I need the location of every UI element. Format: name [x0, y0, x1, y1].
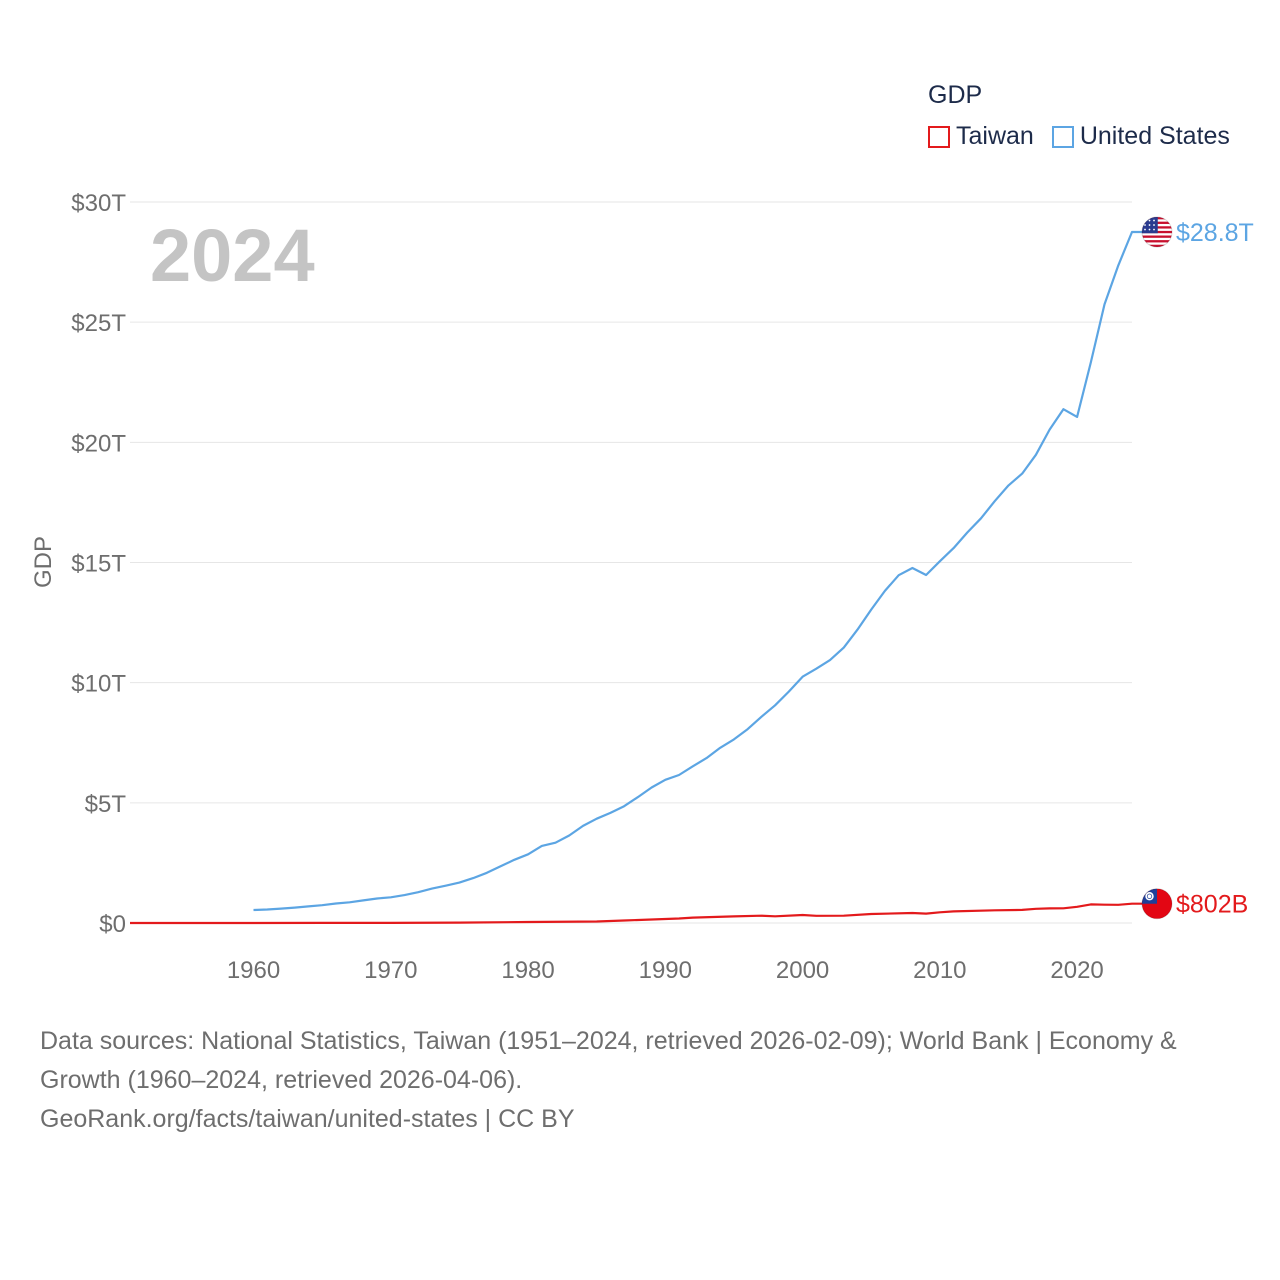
us-flag-icon — [1141, 216, 1173, 248]
legend-label-taiwan: Taiwan — [956, 122, 1034, 150]
y-tick-label: $10T — [71, 671, 126, 698]
series-lines — [130, 230, 1142, 925]
gdp-line-chart: $0$5T$10T$15T$20T$25T$30T 1960 1970 1980 19… — [30, 190, 1254, 984]
legend-label-united-states: United States — [1079, 122, 1230, 150]
y-axis-label: GDP — [30, 536, 57, 588]
legend-swatch-united-states — [1051, 125, 1074, 148]
series-line-taiwan — [130, 902, 1142, 925]
legend-item-united-states[interactable]: United States — [1051, 122, 1230, 151]
series-line-united-states — [253, 230, 1142, 912]
chart-gridlines — [130, 201, 1132, 924]
taiwan-flag-icon — [1141, 888, 1173, 920]
legend-item-taiwan[interactable]: Taiwan — [928, 122, 1034, 151]
series-end-labels: $802B $28.8T — [1141, 216, 1254, 920]
y-tick-label: $5T — [85, 791, 127, 818]
y-axis-ticks: $0 $5T $10T $15T $20T $25T $30T — [71, 190, 126, 938]
y-tick-label: $15T — [71, 551, 126, 578]
data-sources-note: Data sources: National Statistics, Taiwa… — [40, 1027, 1177, 1094]
x-tick-label: 1990 — [639, 957, 692, 984]
x-tick-label: 2020 — [1050, 957, 1103, 984]
legend-items: Taiwan United States — [928, 122, 1248, 151]
x-tick-label: 2000 — [776, 957, 829, 984]
x-tick-label: 1970 — [364, 957, 417, 984]
legend-title: GDP — [928, 81, 983, 109]
x-tick-label: 1980 — [501, 957, 554, 984]
legend-swatch-taiwan — [928, 125, 950, 148]
attribution-link[interactable]: GeoRank.org/facts/taiwan/united-states |… — [40, 1105, 575, 1133]
x-tick-label: 1960 — [227, 957, 280, 984]
y-tick-label: $25T — [71, 310, 126, 337]
end-label-taiwan: $802B — [1176, 891, 1248, 919]
y-tick-label: $20T — [71, 430, 126, 457]
end-label-united-states: $28.8T — [1176, 219, 1254, 247]
year-watermark: 2024 — [150, 214, 315, 297]
x-axis-ticks: 1960 1970 1980 1990 2000 2010 2020 — [227, 957, 1104, 984]
x-tick-label: 2010 — [913, 957, 966, 984]
y-tick-label: $0 — [99, 911, 126, 938]
legend: GDP Taiwan United States — [928, 80, 1248, 151]
chart-footer: Data sources: National Statistics, Taiwa… — [40, 1022, 1240, 1139]
y-tick-label: $30T — [71, 190, 126, 217]
